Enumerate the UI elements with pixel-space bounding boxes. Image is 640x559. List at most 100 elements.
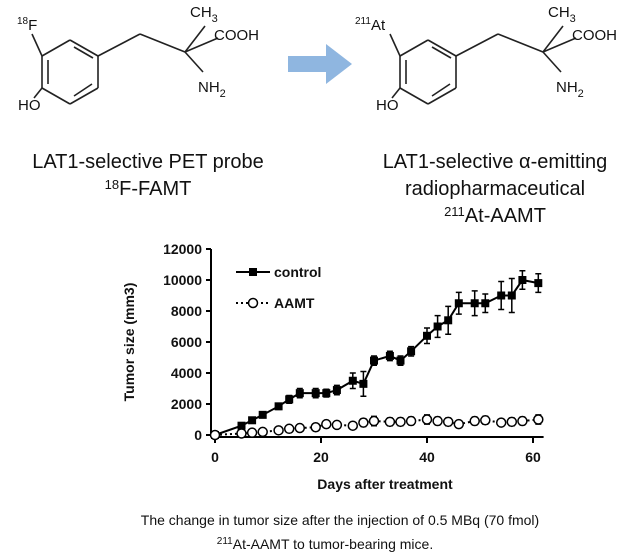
x-axis-label: Days after treatment: [317, 476, 453, 492]
marker: [257, 426, 268, 438]
marker: [432, 415, 443, 427]
marker: [322, 389, 331, 398]
bond: [431, 46, 452, 59]
marker: [236, 428, 247, 439]
marker: [237, 421, 246, 430]
main: At-AAMT: [465, 205, 546, 227]
marker: [506, 416, 518, 428]
marker: [433, 322, 442, 331]
atom-label: NH2: [198, 79, 226, 100]
marker: [274, 402, 283, 411]
atom-label: HO: [376, 97, 399, 114]
main: At: [371, 17, 386, 34]
marker: [480, 415, 491, 426]
bond: [97, 33, 141, 57]
atom-label: COOH: [572, 27, 617, 44]
marker: [444, 316, 453, 325]
marker: [368, 415, 380, 427]
structure-caption: radiopharmaceutical: [405, 178, 585, 200]
marker: [442, 416, 454, 428]
atom-label: 211At: [355, 16, 386, 34]
bond: [427, 39, 457, 57]
marker: [321, 418, 332, 430]
atom-label: CH3: [548, 4, 576, 25]
main: NH: [198, 79, 220, 96]
marker: [385, 351, 394, 360]
marker: [497, 291, 506, 300]
bond: [542, 37, 577, 53]
marker: [347, 420, 359, 431]
marker: [311, 389, 320, 398]
marker: [310, 422, 321, 433]
sup: 211: [444, 204, 465, 219]
marker: [507, 291, 516, 300]
marker: [533, 414, 544, 425]
sub: 3: [570, 13, 576, 25]
bond: [184, 37, 219, 53]
y-axis-label: Tumor size (mm3): [121, 283, 137, 402]
bond: [497, 33, 544, 53]
sup: 18: [17, 16, 29, 27]
structure-caption: LAT1-selective PET probe: [32, 151, 264, 173]
marker: [358, 417, 369, 428]
marker: [517, 415, 528, 427]
marker: [405, 415, 417, 427]
sub: 3: [212, 13, 218, 25]
main: F: [28, 17, 37, 34]
caption: 211At-AAMT to tumor-bearing mice.: [217, 536, 433, 552]
marker: [283, 423, 295, 435]
marker: [209, 429, 221, 441]
marker: [332, 386, 341, 395]
marker: [248, 416, 257, 425]
marker: [469, 415, 480, 427]
bond: [391, 87, 401, 99]
bond: [184, 25, 206, 53]
caption-text: At-AAMT to tumor-bearing mice.: [233, 536, 433, 552]
atom-label: 18F: [17, 16, 37, 34]
marker: [518, 276, 527, 284]
structure-caption: LAT1-selective α-emitting: [383, 151, 608, 173]
y-tick-label: 6000: [171, 334, 202, 350]
marker: [495, 417, 507, 428]
bond: [389, 33, 401, 57]
marker: [246, 427, 258, 438]
bond: [184, 51, 204, 73]
marker: [249, 268, 257, 276]
atom-label: CH3: [190, 4, 218, 25]
marker: [370, 356, 378, 365]
marker: [294, 422, 306, 434]
x-tick-label: 20: [313, 449, 329, 465]
bond: [542, 25, 564, 53]
sup: 211: [217, 536, 233, 547]
y-tick-label: 2000: [171, 396, 202, 412]
marker: [453, 418, 465, 430]
marker: [258, 410, 267, 419]
marker: [359, 379, 368, 388]
y-tick-label: 0: [194, 427, 202, 443]
marker: [395, 416, 406, 428]
bond: [73, 83, 93, 97]
bond: [31, 33, 43, 57]
marker: [421, 414, 433, 425]
marker: [295, 389, 304, 398]
marker: [396, 356, 405, 365]
y-tick-label: 8000: [171, 303, 202, 319]
atom-label: COOH: [214, 27, 259, 44]
main: F-FAMT: [119, 178, 191, 200]
sub: 2: [220, 88, 226, 100]
structure-name: 211At-AAMT: [444, 204, 546, 227]
marker: [384, 416, 396, 428]
marker: [470, 299, 479, 308]
legend-label: control: [274, 264, 321, 280]
x-tick-label: 40: [419, 449, 435, 465]
structure-name: 18F-FAMT: [105, 177, 192, 200]
bond: [41, 87, 71, 105]
bond: [399, 39, 429, 57]
marker: [273, 425, 284, 436]
legend-label: AAMT: [274, 295, 315, 311]
arrow: [288, 44, 352, 84]
bond: [542, 51, 562, 73]
bond: [399, 87, 429, 105]
